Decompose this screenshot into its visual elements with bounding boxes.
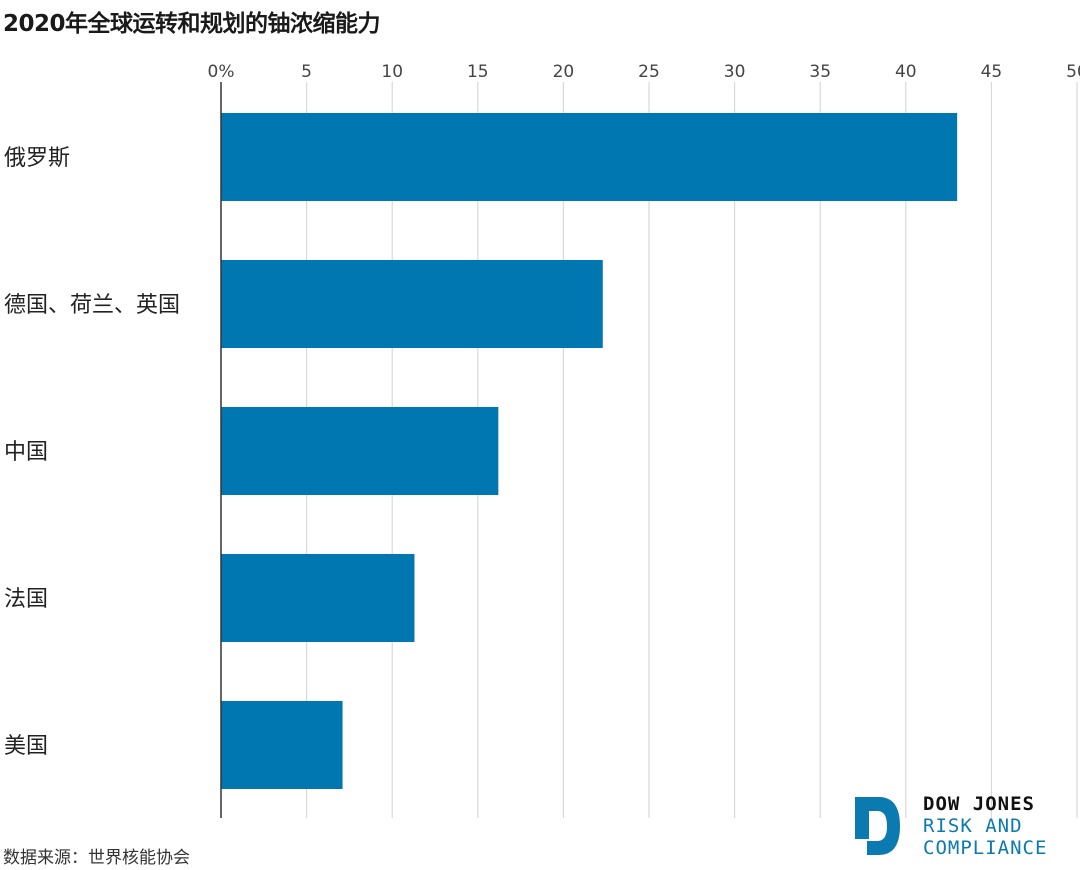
dow-jones-d-icon	[855, 797, 900, 855]
bar	[221, 113, 958, 201]
x-tick-label: 15	[467, 62, 489, 82]
source-note: 数据来源：世界核能协会	[3, 848, 190, 868]
bars	[221, 113, 958, 789]
x-tick-label: 35	[809, 62, 831, 82]
category-label: 法国	[4, 587, 48, 612]
x-tick-label: 0%	[208, 62, 235, 82]
x-tick-label: 5	[301, 62, 312, 82]
bar	[221, 407, 499, 495]
x-tick-label: 30	[724, 62, 746, 82]
bar	[221, 701, 343, 789]
x-tick-label: 20	[553, 62, 575, 82]
bar	[221, 554, 415, 642]
x-tick-label: 50	[1066, 62, 1080, 82]
x-tick-label: 10	[381, 62, 403, 82]
category-label: 德国、荷兰、英国	[4, 293, 180, 318]
category-label: 美国	[4, 734, 48, 759]
logo-line-1: DOW JONES	[923, 793, 1035, 815]
category-label: 俄罗斯	[4, 146, 70, 171]
x-tick-label: 25	[638, 62, 660, 82]
x-tick-label: 40	[895, 62, 917, 82]
logo-line-3: COMPLIANCE	[923, 837, 1048, 859]
dow-jones-logo: DOW JONES RISK AND COMPLIANCE	[853, 793, 1073, 859]
chart-title: 2020年全球运转和规划的铀浓缩能力	[3, 11, 381, 37]
x-tick-label: 45	[981, 62, 1003, 82]
logo-line-2: RISK AND	[923, 815, 1023, 837]
x-tick-labels: 0% 5 10 15 20 25 30 35 40 45 50	[208, 62, 1080, 82]
category-label: 中国	[4, 440, 48, 465]
bar	[221, 260, 603, 348]
